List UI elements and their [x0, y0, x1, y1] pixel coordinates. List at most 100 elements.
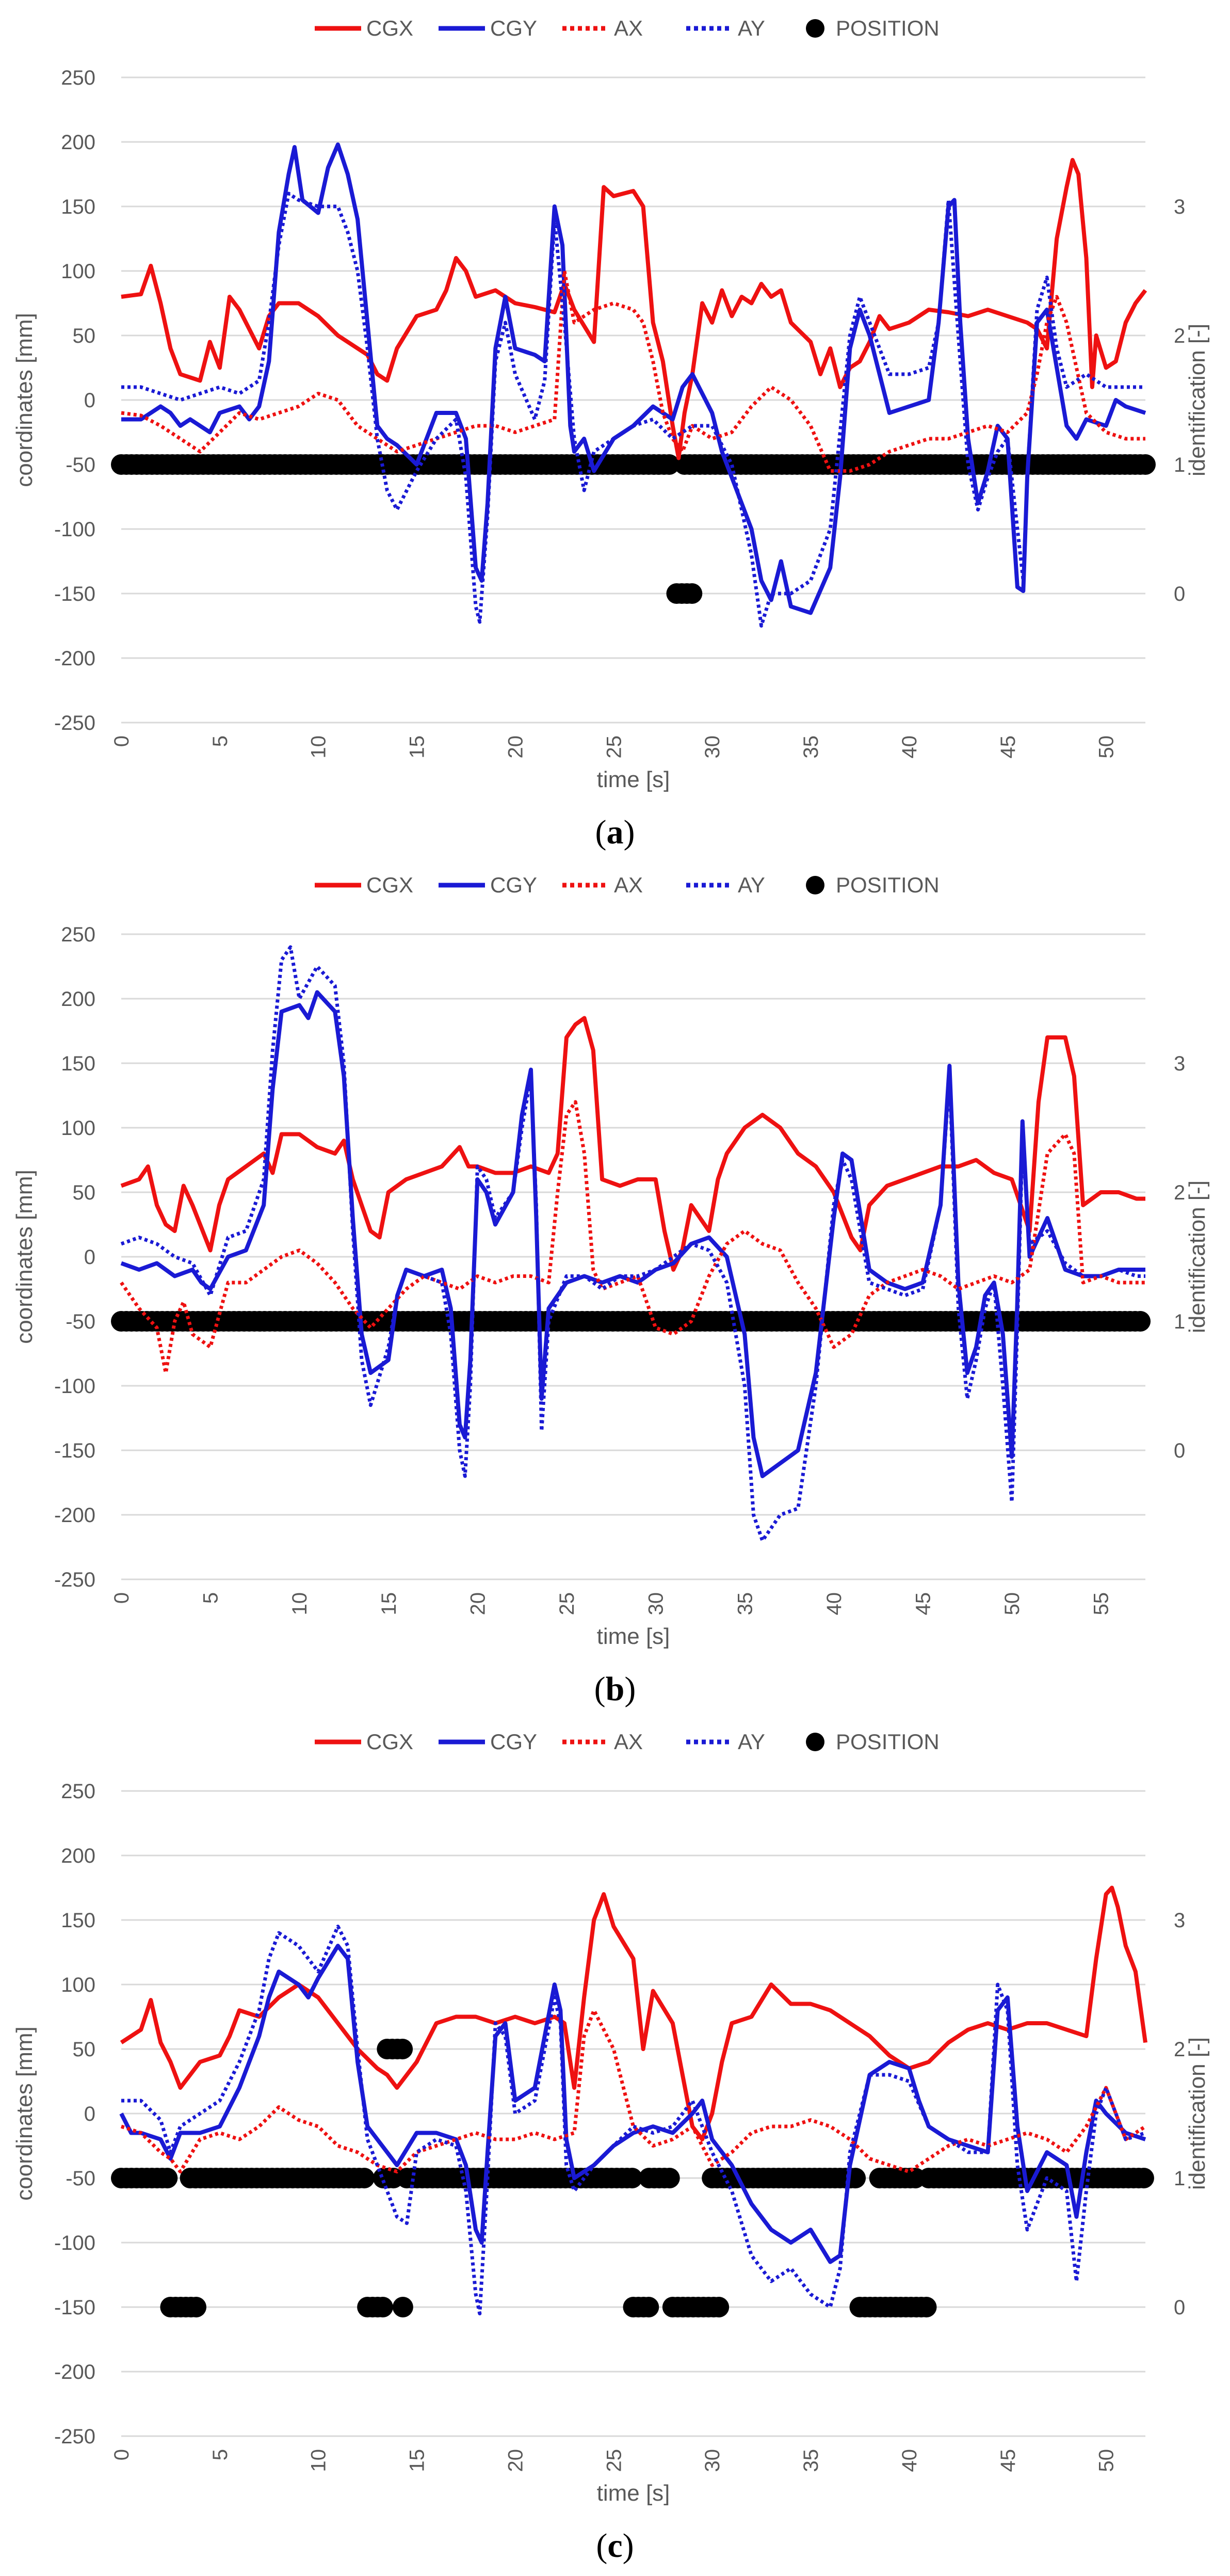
position-point: [1135, 454, 1156, 475]
x-tick-label: 5: [209, 2449, 232, 2460]
series-line-ay: [121, 191, 1145, 628]
y-tick-label: 200: [61, 1845, 95, 1867]
y2-axis-label: identification [-]: [1185, 324, 1210, 476]
x-tick-label: 30: [701, 2449, 724, 2472]
y-tick-label: -150: [54, 1439, 95, 1462]
x-tick-label: 35: [734, 1592, 756, 1615]
x-tick-label: 20: [504, 735, 527, 759]
x-tick-label: 30: [701, 735, 724, 759]
x-tick-label: 30: [645, 1592, 668, 1615]
y-tick-label: -100: [54, 518, 95, 541]
position-point: [658, 454, 679, 475]
x-tick-label: 45: [912, 1592, 934, 1615]
y2-tick-label: 3: [1174, 1909, 1185, 1932]
x-tick-label: 10: [288, 1592, 311, 1615]
x-axis-label: time [s]: [597, 767, 670, 792]
chart-panel-b: -250 -200 -150 -100 -50 0 50 100 150 200 250 0 5 10 15…: [0, 857, 1230, 1708]
x-tick-label: 15: [406, 735, 429, 759]
y-tick-label: -150: [54, 2296, 95, 2319]
x-tick-label: 10: [308, 735, 330, 759]
legend-label: AX: [614, 1730, 643, 1754]
y-tick-label: 150: [61, 196, 95, 218]
y-tick-label: 0: [84, 1246, 95, 1269]
caption-letter-b: b: [605, 1670, 625, 1708]
y-tick-label: -250: [54, 712, 95, 734]
legend-label: POSITION: [836, 16, 940, 40]
y-tick-label: -100: [54, 2232, 95, 2254]
legend-marker-position: [806, 19, 824, 38]
y-tick-label: 0: [84, 389, 95, 412]
y-tick-label: 50: [73, 325, 96, 347]
legend-label: CGY: [490, 873, 537, 897]
y2-tick-label: 0: [1174, 583, 1185, 605]
position-point: [682, 583, 703, 604]
y2-tick-label: 3: [1174, 196, 1185, 218]
y-tick-label: 250: [61, 67, 95, 89]
y-tick-label: 150: [61, 1052, 95, 1075]
y-tick-label: -50: [66, 2167, 95, 2190]
y-tick-label: -100: [54, 1375, 95, 1398]
y-tick-label: 250: [61, 1780, 95, 1803]
position-point: [708, 2297, 730, 2317]
y-tick-label: -200: [54, 2361, 95, 2383]
x-tick-label: 35: [800, 2449, 822, 2472]
legend-label: AX: [614, 16, 643, 40]
y2-axis-label: identification [-]: [1185, 2037, 1210, 2190]
series-line-cgy: [120, 990, 1145, 1478]
series-line-ax: [120, 1100, 1145, 1375]
y-tick-label: 150: [61, 1909, 95, 1932]
y-tick-label: -200: [54, 647, 95, 670]
y-tick-label: -50: [66, 454, 95, 476]
position-point: [1133, 2168, 1154, 2188]
caption-letter-c: c: [607, 2527, 623, 2565]
y-axis-label: coordinates [mm]: [12, 1170, 37, 1343]
x-tick-label: 5: [200, 1592, 222, 1604]
legend-label: AY: [738, 1730, 765, 1754]
series-line-ax: [121, 269, 1145, 473]
x-tick-label: 20: [504, 2449, 527, 2472]
y-tick-label: 50: [73, 2038, 96, 2061]
position-point: [916, 2297, 937, 2317]
position-point: [372, 2297, 393, 2317]
y2-tick-label: 3: [1174, 1052, 1185, 1075]
x-axis-label: time [s]: [597, 2481, 670, 2506]
legend-label: CGY: [490, 1730, 537, 1754]
y2-tick-label: 2: [1174, 325, 1185, 347]
x-tick-label: 45: [997, 2449, 1019, 2472]
legend-label: AY: [738, 873, 765, 897]
legend-label: CGX: [366, 16, 413, 40]
legend-marker-position: [806, 876, 824, 894]
legend-marker-position: [806, 1733, 824, 1751]
y2-tick-label: 1: [1174, 454, 1185, 476]
legend-label: POSITION: [836, 1730, 940, 1754]
series-line-cgx: [120, 1885, 1147, 2141]
y-axis-label: coordinates [mm]: [12, 313, 37, 487]
x-tick-label: 50: [1095, 735, 1118, 759]
x-tick-label: 15: [378, 1592, 400, 1615]
x-tick-label: 5: [209, 735, 232, 747]
y2-tick-label: 0: [1174, 1439, 1185, 1462]
series-line-ax: [120, 2008, 1146, 2173]
y-tick-label: 200: [61, 988, 95, 1011]
x-tick-label: 25: [603, 2449, 625, 2472]
x-tick-label: 25: [603, 735, 625, 759]
x-tick-label: 40: [898, 735, 921, 759]
y2-tick-label: 0: [1174, 2296, 1185, 2319]
legend-label: CGX: [366, 873, 413, 897]
x-tick-label: 25: [556, 1592, 578, 1615]
caption-b: (b): [594, 1670, 636, 1708]
x-tick-label: 50: [1001, 1592, 1024, 1615]
y-tick-label: 100: [61, 1117, 95, 1140]
series-line-ay: [121, 1925, 1146, 2315]
y-tick-label: 200: [61, 131, 95, 154]
position-point: [659, 2168, 680, 2188]
y-tick-label: 0: [84, 2103, 95, 2125]
x-tick-label: 40: [898, 2449, 921, 2472]
caption-letter-a: a: [606, 813, 624, 851]
caption-a: (a): [595, 813, 635, 851]
y-tick-label: 50: [73, 1181, 96, 1204]
position-point: [186, 2297, 207, 2317]
x-tick-label: 10: [308, 2449, 330, 2472]
